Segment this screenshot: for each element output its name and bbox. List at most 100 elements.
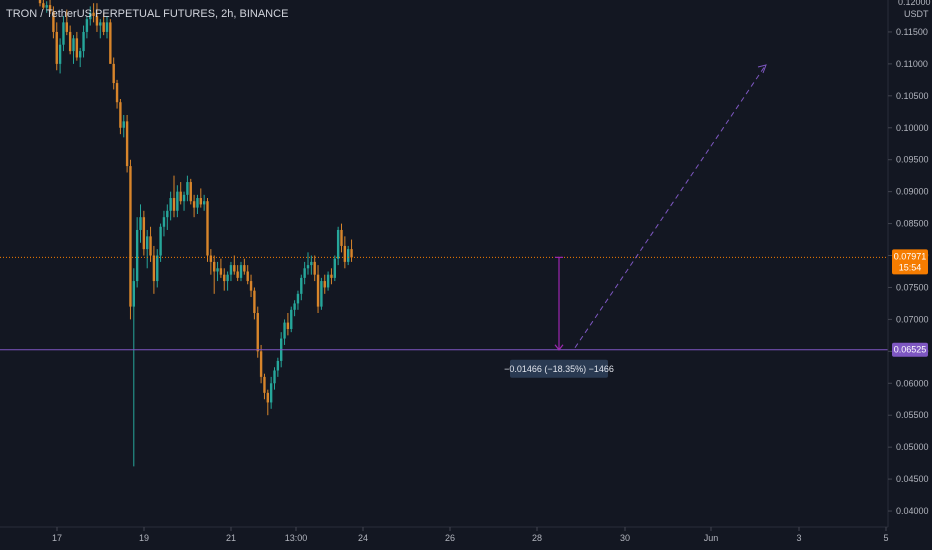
candle-body xyxy=(223,274,226,282)
symbol-title[interactable]: TRON / TetherUS PERPETUAL FUTURES, 2h, B… xyxy=(6,8,289,20)
candle-body xyxy=(266,392,269,403)
candle-body xyxy=(233,265,236,272)
candle-body xyxy=(139,217,142,230)
candle-body xyxy=(219,268,223,275)
candle-body xyxy=(246,271,249,282)
candle-body xyxy=(320,281,323,307)
candle-body xyxy=(336,229,340,259)
candle-body xyxy=(166,210,169,218)
candle-body xyxy=(149,236,152,256)
current-price-tag xyxy=(892,249,928,275)
candle-body xyxy=(132,281,135,307)
candle-body xyxy=(52,11,55,32)
candle-body xyxy=(216,268,219,272)
candle-body xyxy=(283,322,286,339)
currency-label: USDT xyxy=(904,9,929,19)
price-tick-label: 0.07500 xyxy=(896,282,929,292)
candle-body xyxy=(229,265,233,275)
time-tick-label: 28 xyxy=(532,533,542,543)
candle-body xyxy=(179,191,182,202)
time-tick-label: 24 xyxy=(358,533,368,543)
candle-body xyxy=(249,281,253,291)
candle-body xyxy=(192,201,196,208)
candle-body xyxy=(109,22,112,64)
candle-body xyxy=(119,102,122,128)
countdown-label: 15:54 xyxy=(899,262,922,272)
time-tick-label: 5 xyxy=(883,533,888,543)
time-tick-label: 21 xyxy=(226,533,236,543)
candle-body xyxy=(306,265,310,269)
candle-body xyxy=(300,277,303,294)
current-price-label: 0.07971 xyxy=(894,251,927,261)
time-tick-label: 19 xyxy=(139,533,149,543)
time-tick-label: 17 xyxy=(52,533,62,543)
candle-body xyxy=(256,313,259,352)
candle-body xyxy=(326,274,330,288)
candle-body xyxy=(316,274,320,307)
drawing-overlays: −0.01466 (−18.35%) −1466 xyxy=(0,64,888,378)
candle-body xyxy=(286,322,290,329)
candle-body xyxy=(129,166,132,307)
price-tick-label: 0.10000 xyxy=(896,123,929,133)
candle-body xyxy=(48,5,52,12)
candle-body xyxy=(236,271,239,278)
candle-body xyxy=(253,290,256,314)
candle-body xyxy=(162,217,166,227)
candle-body xyxy=(206,201,209,256)
candle-body xyxy=(196,198,199,208)
candle-body xyxy=(58,44,62,64)
projection-line xyxy=(574,65,766,349)
candle-body xyxy=(340,229,343,246)
candle-body xyxy=(65,22,68,32)
candle-body xyxy=(99,22,102,26)
candle-body xyxy=(313,261,316,275)
candle-body xyxy=(186,182,189,195)
candle-body xyxy=(189,182,192,202)
candle-body xyxy=(273,370,276,384)
price-tick-label: 0.10500 xyxy=(896,91,929,101)
candle-body xyxy=(350,249,353,258)
price-tick-label: 0.04000 xyxy=(896,506,929,516)
candle-body xyxy=(259,351,263,377)
measure-label: −0.01466 (−18.35%) −1466 xyxy=(504,364,614,374)
candle-body xyxy=(296,293,300,304)
level-price-label: 0.06525 xyxy=(894,345,927,355)
candle-body xyxy=(142,217,146,250)
candle-body xyxy=(85,19,89,32)
candle-body xyxy=(199,198,202,205)
candle-body xyxy=(79,51,82,58)
price-tick-label: 0.09500 xyxy=(896,155,929,165)
time-tick-label: 26 xyxy=(445,533,455,543)
price-tick-label: 0.05000 xyxy=(896,442,929,452)
projection-arrow-icon xyxy=(757,64,767,74)
time-axis-bg[interactable] xyxy=(0,527,932,550)
candle-body xyxy=(42,3,45,8)
level-price-tag xyxy=(892,342,928,357)
candle-body xyxy=(323,281,326,288)
candle-body xyxy=(125,121,129,167)
candle-body xyxy=(68,31,72,52)
candle-body xyxy=(343,245,347,262)
candle-body xyxy=(172,198,176,211)
candle-body xyxy=(152,255,156,282)
candle-body xyxy=(55,31,58,64)
candle-body xyxy=(330,274,333,278)
candle-body xyxy=(62,22,65,45)
price-tick-label: 0.11000 xyxy=(896,59,928,69)
candle-body xyxy=(89,12,92,20)
price-tick-label: 0.12000 xyxy=(898,0,931,7)
candle-body xyxy=(303,268,306,278)
candle-body xyxy=(290,309,293,329)
candle-body xyxy=(276,360,280,371)
candle-body xyxy=(112,63,115,84)
candle-body xyxy=(92,12,95,16)
candle-body xyxy=(146,236,149,250)
candle-body xyxy=(226,274,229,282)
measure-label-box xyxy=(510,359,608,378)
candle-body xyxy=(209,255,213,262)
price-tick-label: 0.04500 xyxy=(896,474,929,484)
candle-body xyxy=(115,83,119,103)
price-tick-label: 0.07000 xyxy=(896,314,929,324)
price-tick-label: 0.06000 xyxy=(896,378,929,388)
